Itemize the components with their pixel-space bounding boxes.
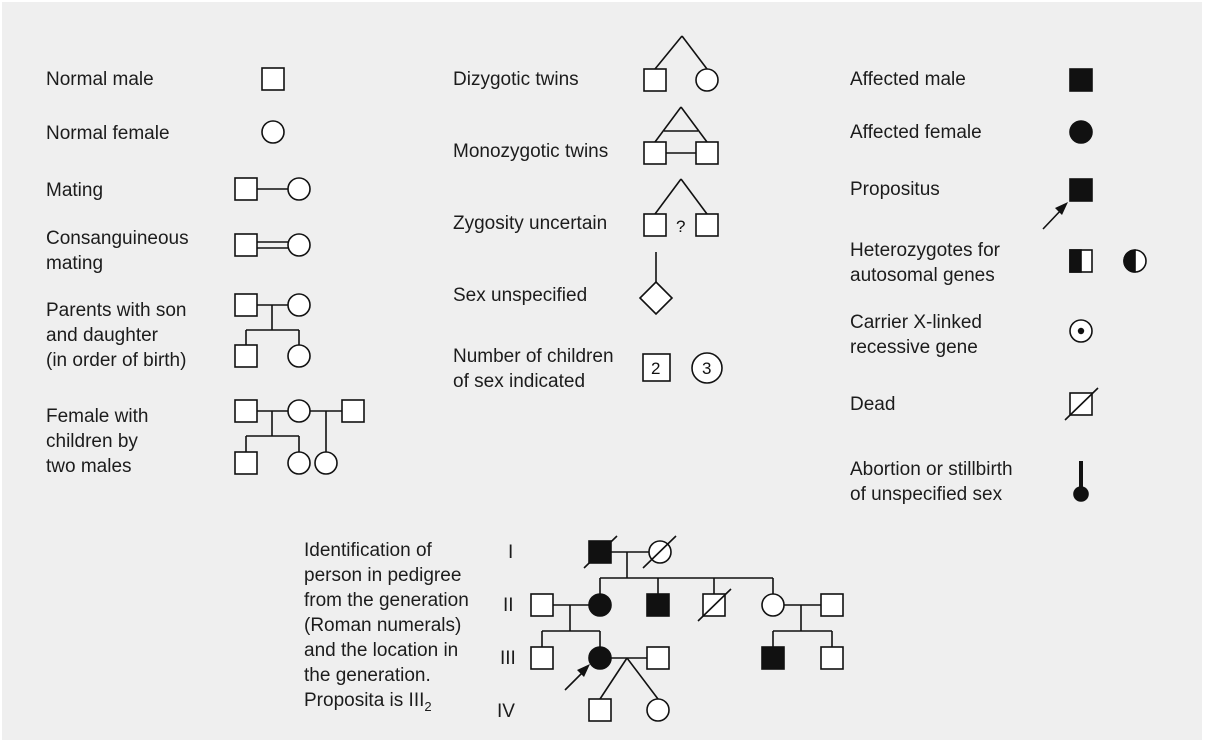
dizygotic-twins-symbol <box>643 35 719 92</box>
proposita-subscript: 2 <box>424 698 432 714</box>
label-consanguineous-mating: Consanguineous mating <box>46 228 189 274</box>
question-mark: ? <box>676 217 685 236</box>
generation-label-iv: IV <box>497 701 515 722</box>
dead-symbol <box>1064 387 1099 421</box>
label-monozygotic-twins: Monozygotic twins <box>453 141 609 162</box>
normal-female-symbol <box>261 120 285 144</box>
label-normal-male: Normal male <box>46 69 154 90</box>
label-affected-female: Affected female <box>850 122 982 143</box>
affected-female-symbol <box>1069 120 1093 144</box>
label-zygosity-uncertain: Zygosity uncertain <box>453 213 608 234</box>
propositus-symbol <box>1042 178 1093 230</box>
label-propositus: Propositus <box>850 179 940 200</box>
female-two-males-symbol <box>234 399 365 475</box>
generation-label-ii: II <box>503 595 514 616</box>
normal-male-symbol <box>261 67 285 91</box>
number-female: 3 <box>702 359 711 378</box>
zygosity-uncertain-symbol: ? <box>643 178 719 237</box>
carrier-x-symbol <box>1069 319 1093 343</box>
pedigree-gen-iv <box>588 698 670 722</box>
affected-male-symbol <box>1069 68 1093 92</box>
heterozygotes-symbol <box>1069 249 1147 273</box>
label-abortion: Abortion or stillbirth of unspecified se… <box>850 459 1013 505</box>
pedigree-gen-iii <box>530 646 844 700</box>
label-affected-male: Affected male <box>850 69 966 90</box>
label-parents-son-daughter: Parents with son and daughter (in order … <box>46 300 187 371</box>
label-dizygotic-twins: Dizygotic twins <box>453 69 579 90</box>
label-female-two-males: Female with children by two males <box>46 406 149 477</box>
parents-son-daughter-symbol <box>234 293 311 368</box>
pedigree-description: Identification of person in pedigree fro… <box>304 538 469 713</box>
abortion-symbol <box>1073 461 1089 502</box>
number-children-symbol: 2 3 <box>642 352 723 384</box>
label-dead: Dead <box>850 394 896 415</box>
number-male: 2 <box>651 359 660 378</box>
generation-label-iii: III <box>500 648 516 669</box>
label-number-children: Number of children of sex indicated <box>453 346 614 392</box>
pedigree-gen-ii <box>530 588 844 647</box>
figure-panel <box>2 2 1202 740</box>
pedigree-gen-i <box>583 535 774 594</box>
pedigree-description-text: Identification of person in pedigree fro… <box>304 540 469 711</box>
label-mating: Mating <box>46 180 104 201</box>
generation-label-i: I <box>508 542 514 563</box>
sex-unspecified-symbol <box>638 252 674 316</box>
mating-symbol <box>234 177 311 201</box>
consanguineous-mating-symbol <box>234 233 311 257</box>
label-heterozygotes: Heterozygotes for autosomal genes <box>850 240 1000 286</box>
label-normal-female: Normal female <box>46 123 170 144</box>
label-carrier-x: Carrier X-linked recessive gene <box>850 312 982 358</box>
monozygotic-twins-symbol <box>643 106 719 165</box>
label-sex-unspecified: Sex unspecified <box>453 285 588 306</box>
